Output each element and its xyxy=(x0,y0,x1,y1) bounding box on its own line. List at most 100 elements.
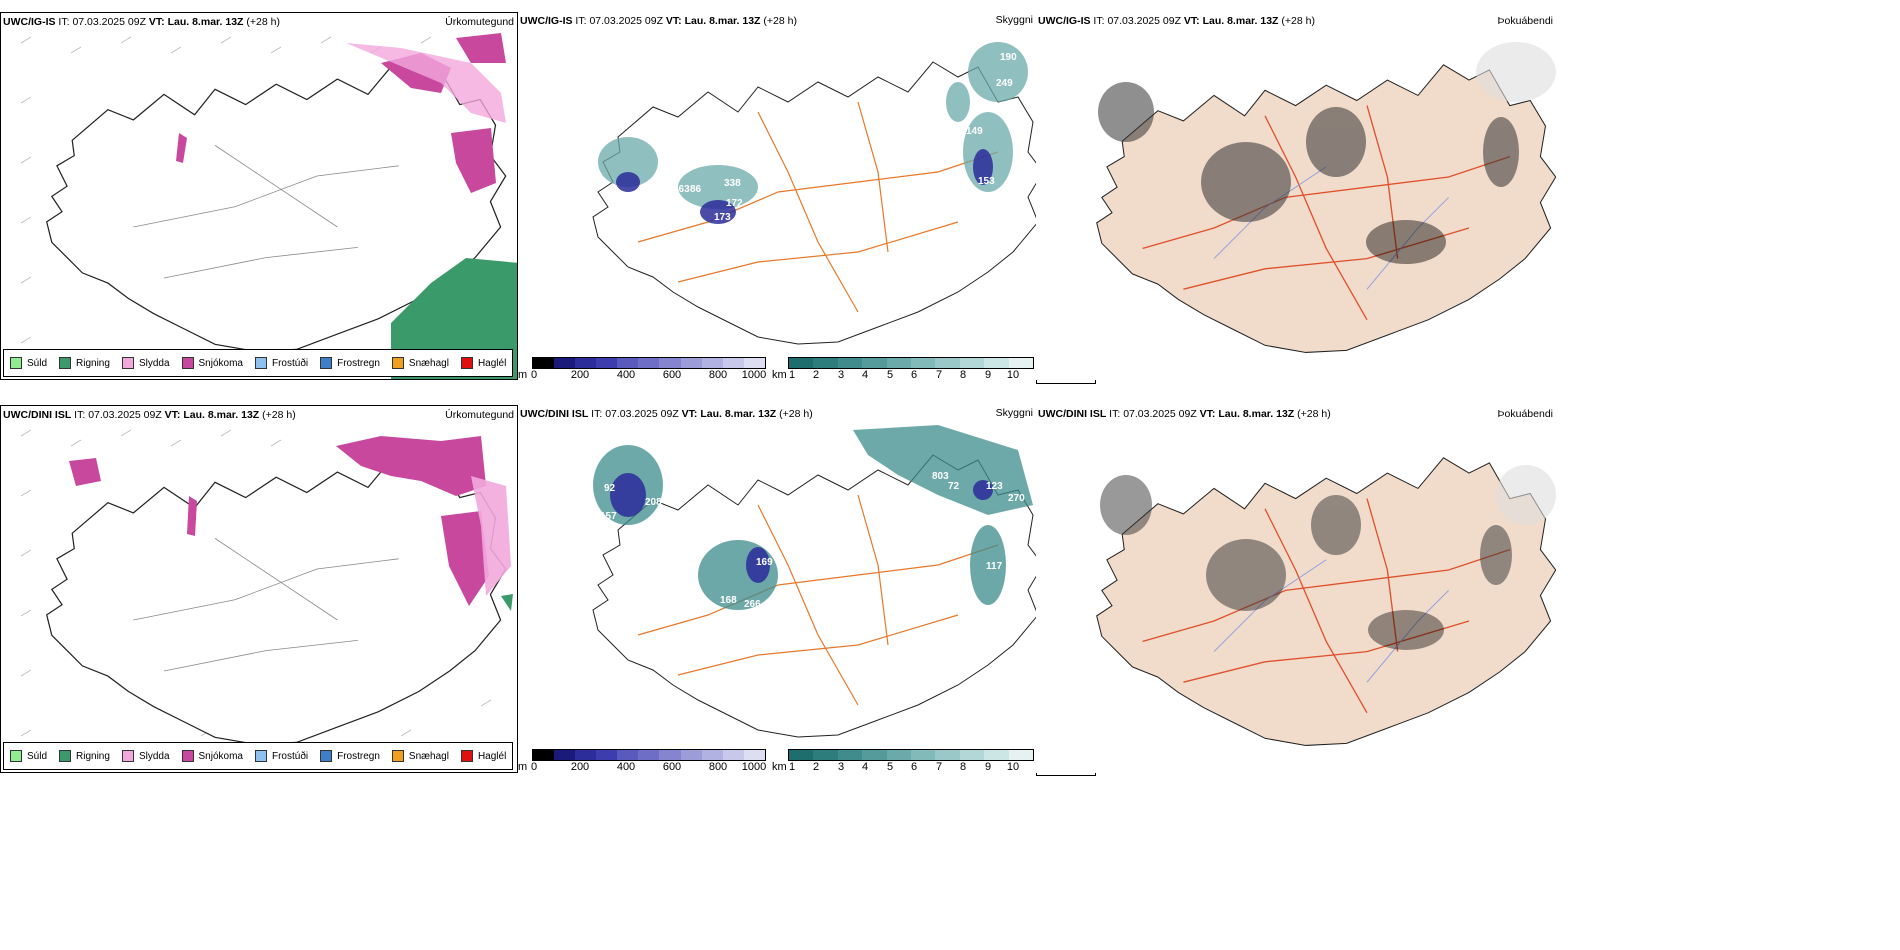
colorbar-swatch xyxy=(722,750,744,760)
colorbar-swatch xyxy=(789,358,814,368)
cloud-value: 270 xyxy=(1008,493,1025,504)
cloud-panel-label-bottom: Skyggni xyxy=(995,407,1033,419)
cloud-map-top xyxy=(592,42,1036,345)
colorbar-swatch xyxy=(575,750,597,760)
precip-title-top: UWC/IG-IS IT: 07.03.2025 09Z VT: Lau. 8.… xyxy=(3,16,280,28)
legend-item: Haglél xyxy=(460,750,506,762)
fog-title-top: UWC/IG-IS IT: 07.03.2025 09Z VT: Lau. 8.… xyxy=(1038,15,1315,27)
ceiling-tick: 200 xyxy=(570,761,590,773)
colorbar-swatch xyxy=(984,750,1009,760)
colorbar-swatch xyxy=(813,750,838,760)
ceiling-tick: 400 xyxy=(616,761,636,773)
precip-legend-top: Súld Rigning Slydda Snjókoma Frostúði Fr… xyxy=(3,349,514,377)
cloud-value: 149 xyxy=(966,126,983,137)
visibility-tick: 3 xyxy=(837,369,845,381)
ceiling-unit: m xyxy=(518,369,528,381)
cloud-value: 117 xyxy=(986,561,1003,572)
cloud-panel-top: UWC/IG-IS IT: 07.03.2025 09Z VT: Lau. 8.… xyxy=(518,12,1036,380)
precip-panel-bottom: UWC/DINI ISL IT: 07.03.2025 09Z VT: Lau.… xyxy=(0,405,518,773)
legend-item: Rigning xyxy=(59,750,110,762)
colorbar-swatch xyxy=(837,750,863,760)
colorbar-swatch xyxy=(617,358,639,368)
visibility-tick: 6 xyxy=(910,369,918,381)
visibility-tick: 3 xyxy=(837,761,845,773)
ceiling-tick: 400 xyxy=(616,369,636,381)
cloud-value: 166 xyxy=(610,583,627,594)
colorbar-swatch xyxy=(680,358,702,368)
colorbar-swatch xyxy=(659,750,681,760)
colorbar-swatch xyxy=(743,750,765,760)
visibility-tick: 9 xyxy=(984,369,992,381)
colorbar-swatch xyxy=(886,358,911,368)
cloud-value: 129 xyxy=(638,581,655,592)
visibility-tick: 9 xyxy=(984,761,992,773)
fog-panel-bottom: UWC/DINI ISL IT: 07.03.2025 09Z VT: Lau.… xyxy=(1036,405,1556,773)
colorbar-swatch xyxy=(935,750,960,760)
visibility-tick: 2 xyxy=(812,369,820,381)
cloud-value: 163 xyxy=(673,184,690,195)
precip-panel-label-top: Úrkomutegund xyxy=(445,16,514,28)
cloud-value: 169 xyxy=(756,557,773,568)
visibility-colorbar-top: km 1 2 3 4 5 6 7 8 9 10 xyxy=(772,357,1034,391)
visibility-tick: 8 xyxy=(959,761,967,773)
colorbar-swatch xyxy=(910,358,936,368)
cloud-value: 338 xyxy=(724,178,741,189)
cloud-value: 168 xyxy=(720,595,737,606)
cloud-panel-bottom: UWC/DINI ISL IT: 07.03.2025 09Z VT: Lau.… xyxy=(518,405,1036,773)
colorbar-swatch xyxy=(659,358,681,368)
visibility-tick: 10 xyxy=(1006,369,1020,381)
fog-map-top xyxy=(1096,42,1556,353)
legend-item: Frostregn xyxy=(320,357,380,369)
ceiling-tick: 1000 xyxy=(741,761,767,773)
visibility-tick: 8 xyxy=(959,369,967,381)
colorbar-swatch xyxy=(862,358,887,368)
legend-item: Slydda xyxy=(121,750,170,762)
cloud-title-top: UWC/IG-IS IT: 07.03.2025 09Z VT: Lau. 8.… xyxy=(520,15,797,27)
visibility-tick: 2 xyxy=(812,761,820,773)
visibility-colorbar-bottom: km 1 2 3 4 5 6 7 8 9 10 xyxy=(772,749,1034,783)
precip-panel-label-bottom: Úrkomutegund xyxy=(445,409,514,421)
colorbar-swatch xyxy=(680,750,702,760)
legend-item: Snæhagl xyxy=(391,750,449,762)
visibility-tick: 10 xyxy=(1006,761,1020,773)
legend-item: Frostúði xyxy=(254,750,308,762)
cloud-value: 189 xyxy=(848,623,865,634)
colorbar-swatch xyxy=(554,358,576,368)
cloud-value: 92 xyxy=(604,483,616,494)
colorbar-swatch xyxy=(701,750,723,760)
cloud-value: 190 xyxy=(1000,52,1017,63)
colorbar-swatch xyxy=(1008,750,1033,760)
cloud-value: 172 xyxy=(726,198,743,209)
colorbar-swatch xyxy=(575,358,597,368)
ceiling-tick: 800 xyxy=(708,761,728,773)
legend-item: Haglél xyxy=(460,357,506,369)
colorbar-swatch xyxy=(638,750,660,760)
visibility-tick: 4 xyxy=(861,369,869,381)
colorbar-swatch xyxy=(743,358,765,368)
cloud-value: 173 xyxy=(714,212,731,223)
precip-map-bottom xyxy=(20,429,513,746)
legend-item: Rigning xyxy=(59,357,110,369)
colorbar-swatch xyxy=(533,358,555,368)
legend-item: Frostregn xyxy=(320,750,380,762)
cloud-value: 176 xyxy=(762,178,779,189)
colorbar-swatch xyxy=(837,358,863,368)
cloud-value: 86 xyxy=(690,184,702,195)
ceiling-tick: 0 xyxy=(530,369,538,381)
visibility-tick: 6 xyxy=(910,761,918,773)
visibility-tick: 4 xyxy=(861,761,869,773)
cloud-value: 157 xyxy=(600,511,617,522)
precip-map-top xyxy=(20,33,517,379)
ceiling-tick: 0 xyxy=(530,761,538,773)
cloud-map-bottom xyxy=(592,425,1036,738)
ceiling-unit: m xyxy=(518,761,528,773)
ceiling-tick: 600 xyxy=(662,369,682,381)
cloud-value: 803 xyxy=(932,471,949,482)
legend-item: Snæhagl xyxy=(391,357,449,369)
visibility-unit: km xyxy=(772,761,787,773)
cloud-value: 966 xyxy=(968,517,985,528)
legend-item: Súld xyxy=(10,750,47,762)
cloud-value: 123 xyxy=(856,232,873,243)
fog-map-bottom xyxy=(1096,457,1556,746)
visibility-tick: 7 xyxy=(935,761,943,773)
